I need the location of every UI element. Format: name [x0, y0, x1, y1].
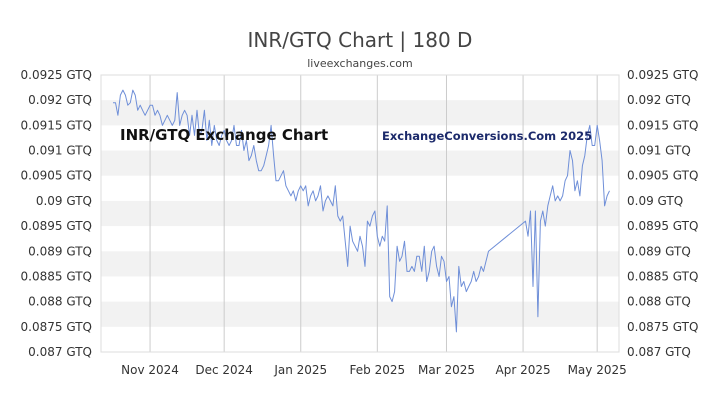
y-tick-label-right: 0.0905 GTQ [627, 169, 698, 183]
x-tick-label: Apr 2025 [496, 363, 551, 377]
y-tick-label-left: 0.092 GTQ [28, 93, 92, 107]
y-tick-label-right: 0.087 GTQ [627, 345, 691, 359]
y-tick-label-left: 0.0875 GTQ [21, 320, 92, 334]
y-tick-label-right: 0.0915 GTQ [627, 118, 698, 132]
y-tick-label-left: 0.0895 GTQ [21, 219, 92, 233]
watermark-left: INR/GTQ Exchange Chart [120, 126, 328, 144]
y-tick-label-left: 0.087 GTQ [28, 345, 92, 359]
y-tick-label-right: 0.09 GTQ [627, 194, 683, 208]
x-tick-label: May 2025 [568, 363, 627, 377]
y-tick-label-right: 0.088 GTQ [627, 295, 691, 309]
x-tick-label: Feb 2025 [350, 363, 406, 377]
y-tick-label-right: 0.092 GTQ [627, 93, 691, 107]
x-tick-label: Mar 2025 [418, 363, 475, 377]
grid-band [101, 150, 619, 176]
x-tick-label: Dec 2024 [195, 363, 253, 377]
y-tick-label-right: 0.0875 GTQ [627, 320, 698, 334]
grid-bands [101, 100, 619, 327]
y-tick-label-left: 0.0905 GTQ [21, 169, 92, 183]
vertical-gridlines [149, 75, 598, 352]
y-tick-label-left: 0.0915 GTQ [21, 118, 92, 132]
y-tick-label-left: 0.091 GTQ [28, 144, 92, 158]
y-tick-label-right: 0.0925 GTQ [627, 68, 698, 82]
series-line [113, 89, 610, 333]
y-tick-label-right: 0.0885 GTQ [627, 269, 698, 283]
plot-border [100, 74, 620, 353]
y-tick-label-right: 0.0895 GTQ [627, 219, 698, 233]
y-tick-label-left: 0.089 GTQ [28, 244, 92, 258]
x-axis: Nov 2024 Dec 2024 Jan 2025 Feb 2025 Mar 2025… [121, 363, 627, 377]
grid-band [101, 251, 619, 277]
y-tick-label-right: 0.089 GTQ [627, 244, 691, 258]
y-axis-left: 0.0925 GTQ 0.092 GTQ 0.0915 GTQ 0.091 GTQ 0.… [21, 68, 92, 359]
grid-band [101, 301, 619, 327]
series-layer [113, 89, 610, 333]
x-tick-label: Jan 2025 [273, 363, 327, 377]
chart-subtitle: liveexchanges.com [307, 57, 412, 70]
y-tick-label-left: 0.09 GTQ [36, 194, 92, 208]
y-tick-label-left: 0.0925 GTQ [21, 68, 92, 82]
chart-title: INR/GTQ Chart | 180 D [248, 28, 473, 52]
y-tick-label-left: 0.0885 GTQ [21, 269, 92, 283]
x-tick-label: Nov 2024 [121, 363, 179, 377]
y-tick-label-right: 0.091 GTQ [627, 144, 691, 158]
y-tick-label-left: 0.088 GTQ [28, 295, 92, 309]
watermark-right: ExchangeConversions.Com 2025 [382, 129, 592, 143]
y-axis-right: 0.0925 GTQ 0.092 GTQ 0.0915 GTQ 0.091 GTQ 0.… [627, 68, 698, 359]
grid-band [101, 200, 619, 227]
